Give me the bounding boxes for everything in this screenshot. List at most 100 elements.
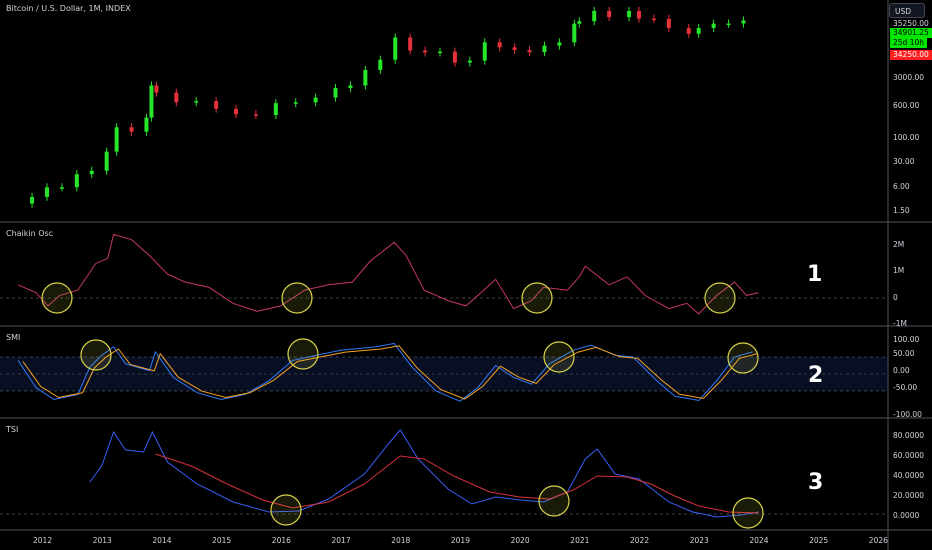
- candle-body: [378, 59, 383, 70]
- highlight-circle: [281, 282, 313, 314]
- tsi-axis-label: 0.0000: [893, 511, 920, 520]
- smi-pane-label: SMI: [6, 333, 21, 342]
- smi-main-line: [17, 342, 753, 402]
- time-axis-label: 2015: [212, 536, 232, 545]
- candle-body: [627, 10, 632, 18]
- candle-body: [144, 117, 149, 132]
- candle-body: [89, 170, 94, 175]
- candle-body: [741, 20, 746, 24]
- currency-button[interactable]: USD: [889, 3, 925, 18]
- smi-axis-label: 0.00: [893, 366, 910, 375]
- chaikin-line: [17, 233, 759, 315]
- price-tag: 34250.00: [890, 50, 932, 60]
- smi-axis-label: 50.00: [893, 349, 915, 358]
- candle-body: [348, 85, 353, 89]
- candle-body: [30, 196, 35, 204]
- candle-body: [482, 42, 487, 61]
- tsi-signal-line: [155, 453, 759, 514]
- time-axis-label: 2017: [331, 536, 351, 545]
- tsi-axis-label: 20.0000: [893, 491, 925, 500]
- tsi-axis-label: 80.0000: [893, 431, 925, 440]
- candle-body: [114, 127, 119, 152]
- time-axis-label: 2012: [33, 536, 53, 545]
- price-tag: 25d 10h: [890, 38, 927, 48]
- price-axis-label: 30.00: [893, 157, 915, 166]
- candle-body: [438, 51, 442, 54]
- chaikin-axis-label: 0: [893, 293, 898, 302]
- tsi-axis-label: 60.0000: [893, 451, 925, 460]
- chaikin-axis-label: 1M: [893, 266, 905, 275]
- price-axis-label: 100.00: [893, 133, 920, 142]
- candle-body: [542, 45, 547, 53]
- candle-body: [253, 114, 258, 116]
- candle-body: [651, 18, 656, 21]
- tsi-axis-label: 40.0000: [893, 471, 925, 480]
- highlight-circle: [80, 339, 112, 371]
- time-axis-label: 2016: [271, 536, 291, 545]
- time-axis-label: 2025: [809, 536, 829, 545]
- candle-body: [607, 10, 612, 18]
- candle-body: [149, 85, 154, 118]
- time-axis-label: 2014: [152, 536, 172, 545]
- price-axis-label: 3000.00: [893, 73, 925, 82]
- candle-body: [527, 49, 532, 53]
- candle-body: [711, 23, 716, 29]
- candle-body: [194, 101, 199, 103]
- candle-body: [452, 51, 457, 63]
- price-axis-label: 600.00: [893, 101, 920, 110]
- time-axis-label: 2018: [391, 536, 411, 545]
- candle-body: [44, 187, 49, 197]
- candle-body: [666, 18, 671, 29]
- smi-signal-line: [22, 345, 758, 400]
- candle-body: [174, 92, 179, 103]
- chaikin-axis-label: -1M: [893, 319, 907, 328]
- highlight-circle: [732, 497, 764, 529]
- smi-axis-label: -100.00: [893, 410, 922, 419]
- smi-axis-label: -50.00: [893, 383, 918, 392]
- highlight-circle: [538, 485, 570, 517]
- candle-body: [273, 103, 278, 115]
- candle-body: [363, 69, 368, 86]
- chart-title: Bitcoin / U.S. Dollar, 1M, INDEX: [6, 4, 131, 13]
- annotation-number-3: 3: [808, 470, 824, 495]
- candle-body: [512, 47, 517, 50]
- smi-axis-label: 100.00: [893, 335, 920, 344]
- time-axis-label: 2022: [630, 536, 650, 545]
- candle-body: [572, 23, 577, 43]
- time-axis-label: 2019: [450, 536, 470, 545]
- candle-body: [408, 37, 413, 51]
- candle-body: [467, 60, 472, 63]
- candle-body: [214, 101, 219, 109]
- time-axis-label: 2026: [868, 536, 888, 545]
- annotation-number-1: 1: [807, 262, 823, 287]
- candle-body: [154, 85, 159, 93]
- candle-body: [423, 50, 428, 53]
- candle-body: [234, 108, 239, 115]
- highlight-circle: [727, 342, 759, 374]
- candle-body: [333, 88, 338, 98]
- price-tag: 34901.25: [890, 28, 932, 38]
- highlight-circle: [41, 282, 73, 314]
- candle-body: [686, 28, 691, 34]
- price-axis-label: 1.50: [893, 206, 910, 215]
- highlight-circle: [287, 338, 319, 370]
- candle-body: [59, 187, 64, 189]
- chaikin-pane-label: Chaikin Osc: [6, 229, 54, 238]
- time-axis-label: 2023: [689, 536, 709, 545]
- highlight-circle: [521, 282, 553, 314]
- candle-body: [577, 21, 582, 24]
- candle-body: [696, 28, 701, 34]
- time-axis-label: 2024: [749, 536, 769, 545]
- candle-body: [557, 42, 562, 46]
- tsi-pane-label: TSI: [6, 425, 19, 434]
- candle-body: [313, 97, 318, 103]
- time-axis-label: 2021: [570, 536, 590, 545]
- candle-body: [592, 10, 597, 22]
- candle-body: [74, 174, 79, 188]
- candle-body: [497, 42, 502, 48]
- annotation-number-2: 2: [808, 363, 824, 388]
- chaikin-axis-label: 2M: [893, 240, 905, 249]
- price-axis-label: 6.00: [893, 182, 910, 191]
- candle-body: [393, 37, 398, 60]
